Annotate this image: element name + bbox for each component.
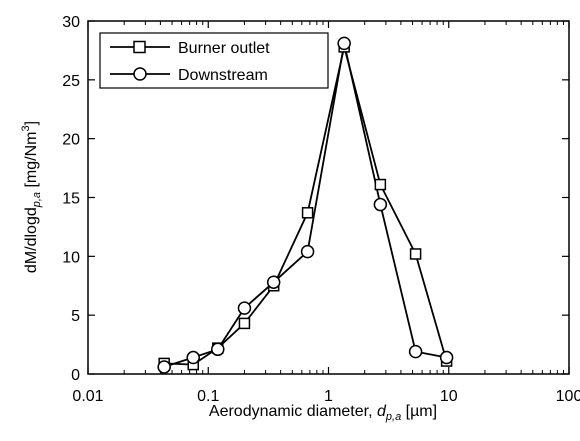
point-downstream — [211, 342, 225, 357]
series-line-downstream — [163, 43, 447, 368]
point-burner-outlet — [238, 317, 251, 330]
point-downstream — [439, 350, 454, 365]
y-tick-label: 5 — [71, 308, 80, 325]
legend-marker-square — [133, 40, 146, 54]
point-burner-outlet — [374, 178, 387, 191]
point-downstream — [408, 344, 423, 359]
legend-label-burner-outlet: Burner outlet — [178, 40, 270, 57]
y-tick-label: 10 — [62, 249, 80, 266]
y-tick-label: 15 — [62, 191, 80, 208]
point-downstream — [337, 36, 351, 51]
series-line-burner-outlet — [164, 46, 448, 366]
axis-ticks: 0.01 0.1 1 10 100 0 5 10 15 20 25 30 — [62, 14, 580, 405]
x-tick-label: 0.1 — [197, 388, 219, 405]
y-tick-label: 0 — [71, 367, 80, 384]
point-downstream — [373, 197, 388, 212]
series-layer — [157, 36, 454, 374]
y-tick-label: 20 — [62, 132, 80, 149]
point-burner-outlet — [409, 248, 422, 260]
point-downstream — [186, 350, 200, 365]
point-burner-outlet — [301, 207, 314, 219]
legend-label-downstream: Downstream — [178, 67, 268, 84]
y-tick-label: 30 — [62, 14, 80, 31]
y-axis-label: dM/dlogdp,a [mg/Nm3] — [20, 121, 43, 273]
x-tick-label: 1 — [324, 388, 333, 405]
legend: Burner outlet Downstream — [99, 32, 329, 89]
x-tick-label: 10 — [440, 388, 458, 405]
x-axis-label: Aerodynamic diameter, dp,a [µm] — [209, 403, 437, 423]
y-tick-label: 25 — [62, 73, 80, 90]
point-downstream — [266, 275, 281, 289]
point-downstream — [157, 360, 171, 374]
x-tick-label: 0.01 — [72, 388, 103, 405]
point-downstream — [300, 244, 315, 259]
x-tick-label: 100 — [556, 388, 580, 405]
legend-marker-circle — [133, 67, 147, 81]
point-downstream — [237, 301, 252, 315]
